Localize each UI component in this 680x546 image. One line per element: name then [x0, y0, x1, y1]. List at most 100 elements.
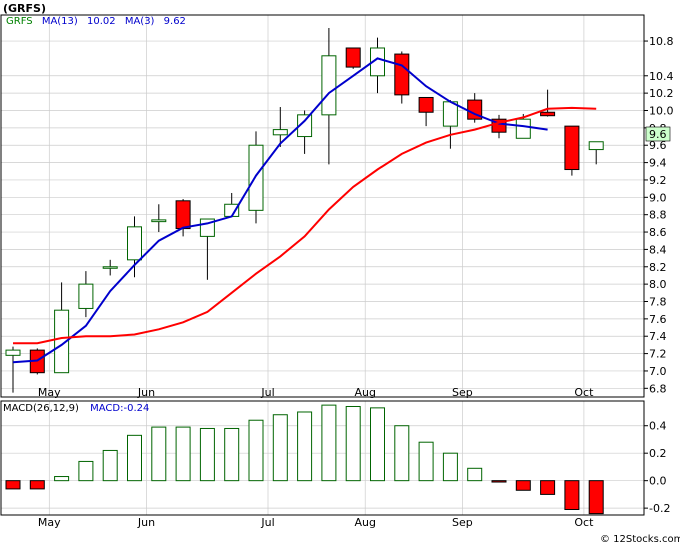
candle-body — [394, 53, 410, 96]
month-label: Jun — [137, 386, 155, 399]
bottom-month-label: Aug — [354, 516, 375, 529]
candle — [418, 96, 434, 127]
candle — [321, 28, 337, 165]
bottom-x-labels: May Jun Jul Aug Sep Oct — [38, 516, 594, 529]
price-tick-label: 6.8 — [649, 382, 667, 395]
macd-bar — [297, 411, 313, 482]
price-tick-label: 7.8 — [649, 296, 667, 309]
price-tick-label: 7.2 — [649, 348, 667, 361]
price-tick-label: 7.4 — [649, 330, 667, 343]
month-label: Oct — [574, 386, 594, 399]
candle — [102, 259, 118, 276]
candle — [345, 47, 361, 69]
macd-panel-border — [0, 400, 645, 516]
legend-ma13-value: 10.02 — [87, 16, 116, 27]
candle-body — [515, 118, 531, 139]
candle — [127, 216, 142, 278]
macd-bar — [175, 426, 191, 482]
price-tick-label: 7.0 — [649, 365, 667, 378]
candle-body — [175, 200, 191, 230]
price-tick-label: 8.2 — [649, 261, 667, 274]
last-price-tag: 9.6 — [645, 126, 671, 142]
macd-bar — [54, 476, 70, 482]
macd-bar — [29, 480, 45, 490]
price-tick-label: 8.0 — [649, 278, 667, 291]
price-tick-label: 9.0 — [649, 191, 667, 204]
price-panel-border — [0, 14, 645, 398]
macd-tick-label: 0.4 — [649, 420, 667, 433]
candle-body — [321, 55, 337, 116]
macd-bar — [540, 480, 556, 495]
legend-symbol: GRFS — [6, 16, 33, 27]
candle-body — [54, 309, 70, 374]
bottom-month-label: May — [38, 516, 61, 529]
candle — [272, 107, 288, 147]
macd-bar — [345, 405, 361, 482]
macd-bar — [442, 452, 458, 482]
ma13-line — [12, 57, 548, 364]
price-tick-label: 10.4 — [649, 70, 674, 83]
candle-body — [540, 111, 556, 117]
bottom-month-label: Jul — [260, 516, 274, 529]
macd-legend: MACD(26,12,9) MACD:-0.24 — [3, 403, 149, 414]
candle-body — [102, 266, 118, 269]
candle-body — [5, 349, 21, 356]
macd-bar — [127, 434, 142, 482]
candle — [588, 141, 604, 165]
candle-body — [564, 125, 580, 171]
candle-body — [78, 283, 94, 309]
macd-params: MACD(26,12,9) — [3, 403, 79, 414]
macd-bar — [321, 404, 337, 482]
candle-body — [345, 47, 361, 68]
candle-body — [297, 114, 313, 138]
ma3-line — [13, 106, 597, 345]
candle — [370, 37, 385, 94]
candle — [540, 89, 556, 117]
legend-ma13-label: MA(13) — [42, 16, 78, 27]
price-tick-label: 8.6 — [649, 226, 667, 239]
candle-body — [418, 96, 434, 113]
macd-bar — [370, 407, 385, 482]
macd-bar — [564, 480, 580, 511]
candle — [297, 110, 313, 154]
price-tick-label: 8.4 — [649, 243, 667, 256]
candle-body — [588, 141, 604, 151]
candle — [151, 204, 167, 233]
macd-bar — [467, 467, 483, 482]
legend-ma3-value: 9.62 — [164, 16, 186, 27]
candle — [54, 282, 70, 374]
month-label: Aug — [354, 386, 375, 399]
macd-tick-label: 0.2 — [649, 447, 667, 460]
macd-bar — [588, 480, 604, 515]
price-legend: GRFS MA(13) 10.02 MA(3) 9.62 — [6, 16, 186, 27]
macd-tick-label: -0.2 — [649, 502, 670, 515]
macd-bar — [491, 480, 507, 483]
bottom-month-label: Oct — [574, 516, 594, 529]
month-label: May — [38, 386, 61, 399]
month-label: Sep — [452, 386, 473, 399]
price-tick-label: 8.8 — [649, 209, 667, 222]
candle-body — [442, 101, 458, 127]
candle-body — [151, 219, 167, 223]
macd-tick-label: 0.0 — [649, 475, 667, 488]
chart-title: (GRFS) — [3, 2, 46, 15]
price-candles — [5, 28, 604, 393]
candle — [248, 131, 264, 224]
price-tick-label: 10.0 — [649, 105, 674, 118]
macd-bar — [199, 427, 215, 482]
price-tick-label: 7.6 — [649, 313, 667, 326]
macd-bar — [248, 419, 264, 482]
macd-bar — [418, 441, 434, 482]
price-x-labels: May Jun Jul Aug Sep Oct — [38, 386, 594, 399]
price-tick-label: 9.4 — [649, 157, 667, 170]
candle — [5, 346, 21, 393]
macd-bar — [5, 480, 21, 490]
macd-bar — [151, 426, 167, 482]
macd-bar — [102, 449, 118, 482]
candle — [564, 125, 580, 176]
price-ma-lines — [12, 57, 597, 364]
price-tick-label: 10.8 — [649, 35, 674, 48]
